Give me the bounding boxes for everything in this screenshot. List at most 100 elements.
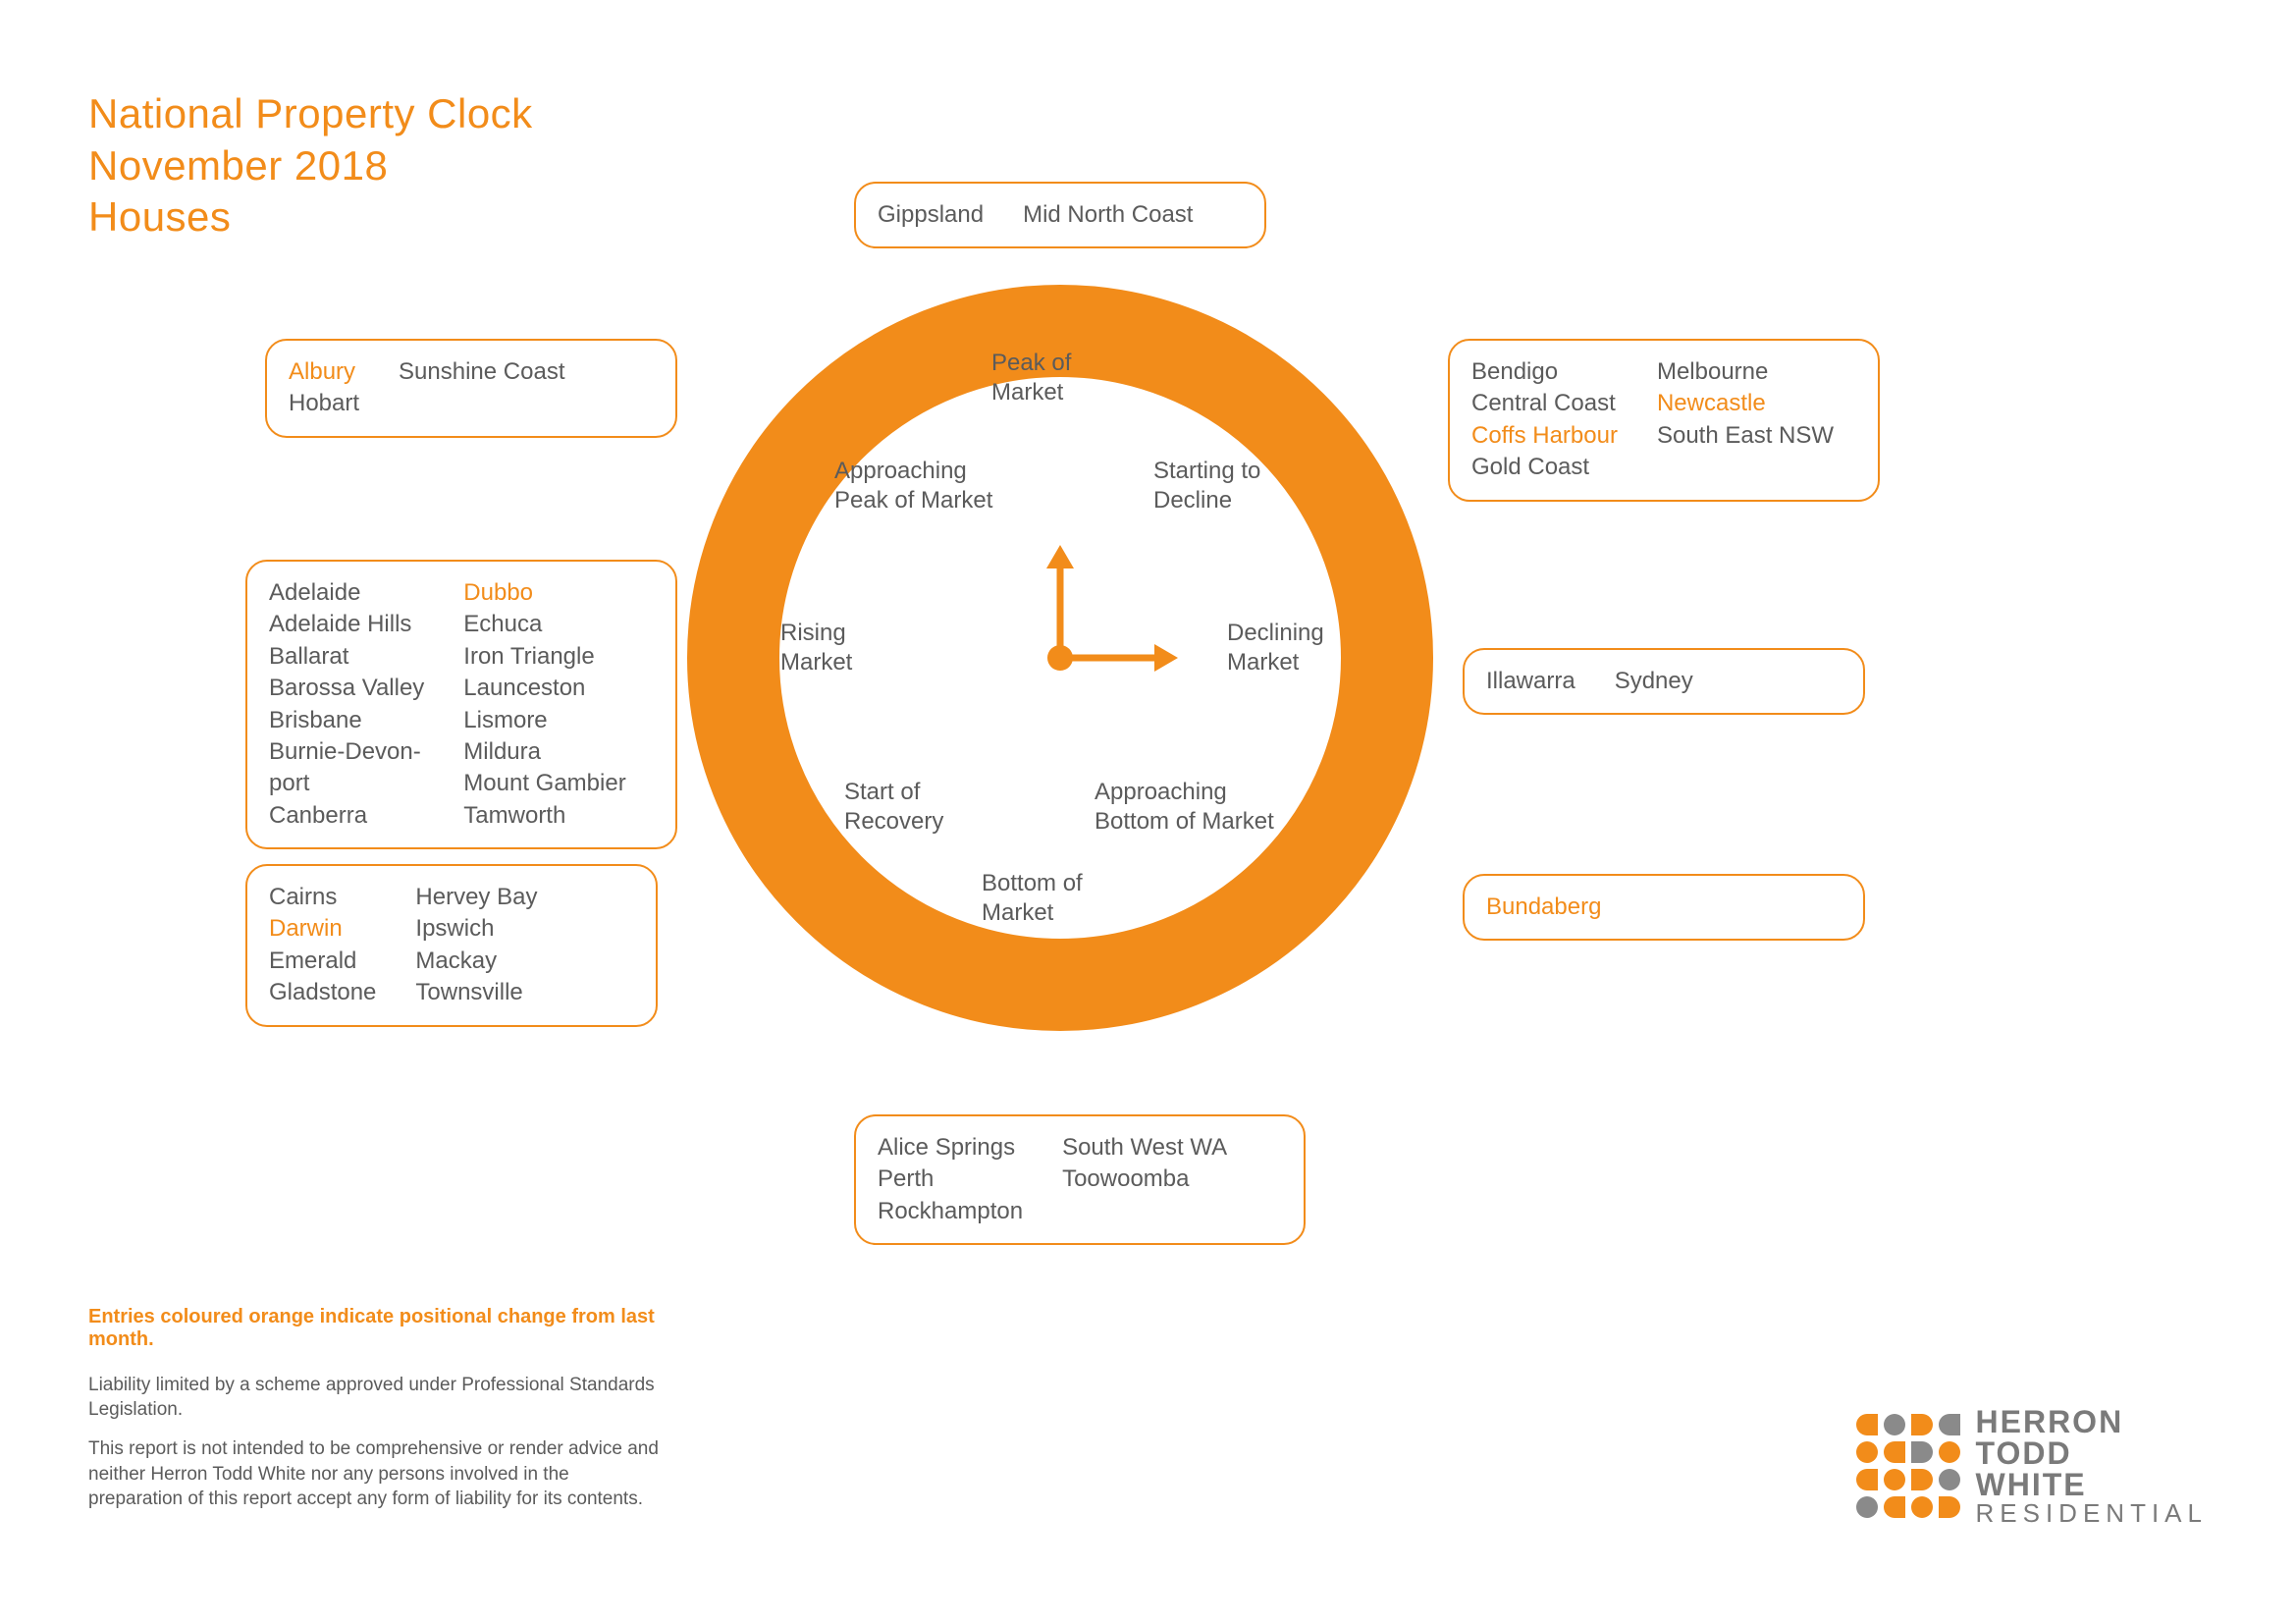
clock-label-start_recov: Start ofRecovery [844,778,943,837]
region-item: Ballarat [269,641,424,673]
region-item: Alice Springs [878,1132,1023,1164]
logo-dot [1911,1441,1933,1463]
region-item: Adelaide [269,577,424,609]
region-item: Townsville [415,977,537,1008]
approaching-peak-box: AlburyHobart Sunshine Coast [265,339,677,438]
approaching-bottom-box-col-0: Bundaberg [1486,892,1601,923]
approaching-peak-box-col-1: Sunshine Coast [399,356,564,420]
starting-decline-box-col-1: MelbourneNewcastleSouth East NSW [1657,356,1834,484]
region-item: South East NSW [1657,420,1834,452]
region-item: Perth [878,1164,1023,1195]
region-item: port [269,768,424,799]
region-item: Mackay [415,946,537,977]
bottom-box-col-0: Alice SpringsPerthRockhampton [878,1132,1023,1227]
logo-dot [1884,1469,1905,1490]
logo-dot [1911,1469,1933,1490]
approaching-bottom-box: Bundaberg [1463,874,1865,941]
declining-box-col-1: Sydney [1615,666,1693,697]
starting-decline-box-col-0: BendigoCentral CoastCoffs HarbourGold Co… [1471,356,1618,484]
brand-line-1: HERRON [1976,1406,2209,1437]
clock-label-peak: Peak ofMarket [991,349,1071,407]
region-item: Bendigo [1471,356,1618,388]
footer-para-2: This report is not intended to be compre… [88,1436,667,1512]
region-item: Iron Triangle [463,641,625,673]
bottom-box-col-1: South West WAToowoomba [1062,1132,1227,1227]
rising-box-col-1: DubboEchucaIron TriangleLauncestonLismor… [463,577,625,832]
approaching-peak-box-col-0: AlburyHobart [289,356,359,420]
region-item: Rockhampton [878,1196,1023,1227]
region-item: Burnie-Devon- [269,736,424,768]
start-recovery-box-col-0: CairnsDarwinEmeraldGladstone [269,882,376,1009]
page-root: National Property Clock November 2018 Ho… [0,0,2296,1624]
region-item: Illawarra [1486,666,1575,697]
starting-decline-box: BendigoCentral CoastCoffs HarbourGold Co… [1448,339,1880,502]
region-item: Brisbane [269,705,424,736]
region-item: Cairns [269,882,376,913]
declining-box-col-0: Illawarra [1486,666,1575,697]
title-line-1: National Property Clock [88,88,533,140]
logo-dot [1884,1441,1905,1463]
brand-logo: HERRON TODD WHITE RESIDENTIAL [1856,1406,2209,1526]
logo-dot [1911,1496,1933,1518]
region-item: Central Coast [1471,388,1618,419]
region-item: Canberra [269,800,424,832]
title-block: National Property Clock November 2018 Ho… [88,88,533,244]
logo-dot [1939,1496,1960,1518]
logo-dot [1856,1496,1878,1518]
region-item: South West WA [1062,1132,1227,1164]
region-item: Melbourne [1657,356,1834,388]
bottom-box: Alice SpringsPerthRockhampton South West … [854,1114,1306,1245]
start-recovery-box: CairnsDarwinEmeraldGladstone Hervey BayIp… [245,864,658,1027]
rising-box-col-0: AdelaideAdelaide HillsBallaratBarossa Va… [269,577,424,832]
declining-box: Illawarra Sydney [1463,648,1865,715]
clock-label-approaching_bottom: ApproachingBottom of Market [1095,778,1274,837]
brand-logo-mark [1856,1414,1960,1518]
clock-label-bottom: Bottom ofMarket [982,869,1083,928]
brand-line-4: RESIDENTIAL [1976,1500,2209,1526]
region-item: Coffs Harbour [1471,420,1618,452]
clock-label-declining: DecliningMarket [1227,619,1324,677]
region-item: Darwin [269,913,376,945]
region-item: Ipswich [415,913,537,945]
region-item: Dubbo [463,577,625,609]
region-item: Adelaide Hills [269,609,424,640]
region-item: Mildura [463,736,625,768]
peak-box-col-1: Mid North Coast [1023,199,1193,231]
region-item: Emerald [269,946,376,977]
footer-block: Entries coloured orange indicate positio… [88,1306,667,1526]
region-item: Newcastle [1657,388,1834,419]
region-item: Bundaberg [1486,892,1601,923]
logo-dot [1939,1414,1960,1435]
logo-dot [1884,1496,1905,1518]
region-item: Launceston [463,673,625,704]
clock-label-starting_decline: Starting toDecline [1153,457,1260,515]
peak-box: Gippsland Mid North Coast [854,182,1266,248]
logo-dot [1856,1469,1878,1490]
region-item: Gippsland [878,199,984,231]
logo-dot [1856,1441,1878,1463]
region-item: Albury [289,356,359,388]
logo-dot [1939,1469,1960,1490]
clock-label-rising: RisingMarket [780,619,852,677]
region-item: Hervey Bay [415,882,537,913]
region-item: Barossa Valley [269,673,424,704]
title-line-3: Houses [88,191,533,244]
region-item: Tamworth [463,800,625,832]
clock-label-approaching_peak: ApproachingPeak of Market [834,457,992,515]
region-item: Sydney [1615,666,1693,697]
peak-box-col-0: Gippsland [878,199,984,231]
rising-box: AdelaideAdelaide HillsBallaratBarossa Va… [245,560,677,849]
start-recovery-box-col-1: Hervey BayIpswichMackayTownsville [415,882,537,1009]
logo-dot [1856,1414,1878,1435]
region-item: Lismore [463,705,625,736]
footer-para-1: Liability limited by a scheme approved u… [88,1373,667,1423]
logo-dot [1884,1414,1905,1435]
region-item: Hobart [289,388,359,419]
region-item: Gladstone [269,977,376,1008]
region-item: Toowoomba [1062,1164,1227,1195]
brand-line-2: TODD [1976,1437,2209,1469]
brand-line-3: WHITE [1976,1469,2209,1500]
logo-dot [1911,1414,1933,1435]
logo-dot [1939,1441,1960,1463]
brand-logo-text: HERRON TODD WHITE RESIDENTIAL [1976,1406,2209,1526]
